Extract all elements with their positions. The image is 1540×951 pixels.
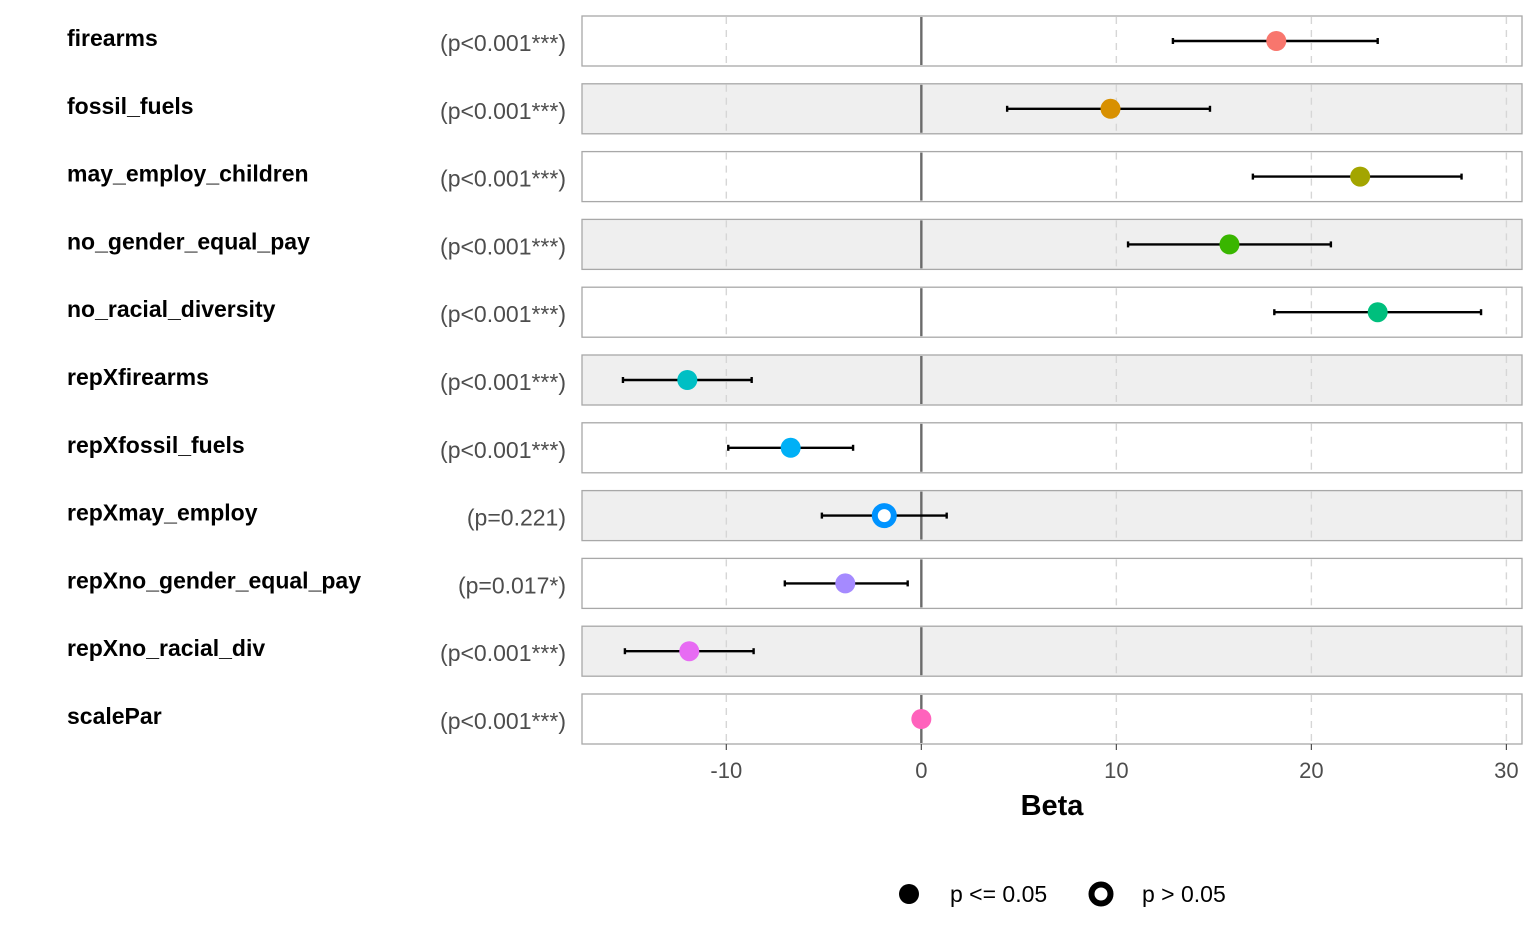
estimate-point [780,437,801,458]
estimate-point [677,370,698,390]
x-tick-label: 0 [915,758,927,783]
estimate-point [1350,166,1371,187]
x-tick-label: -10 [710,758,742,783]
term-label: fossil_fuels [67,93,194,119]
estimate-point [911,709,932,729]
row-panel [581,218,1523,271]
p-value-label: (p<0.001***) [440,640,566,666]
p-value-label: (p=0.017*) [458,572,566,598]
estimate-point [835,573,856,594]
row-panel [581,557,1523,610]
row-panel [581,422,1523,474]
legend: p <= 0.05 p > 0.05 [899,881,1226,907]
term-labels: firearms fossil_fuels may_employ_childrenn… [67,25,361,729]
estimate-point [1367,302,1388,323]
estimate-points [677,31,1388,729]
term-label: may_employ_children [67,161,309,187]
estimate-point-hollow [871,503,897,529]
p-value-label: (p<0.001***) [440,98,566,124]
term-label: firearms [67,25,158,51]
p-value-labels: (p<0.001***) (p<0.001***) (p<0.001***) (p<0… [440,30,566,734]
p-value-label: (p<0.001***) [440,301,566,327]
legend-marker-hollow [1088,881,1114,907]
p-value-label: (p<0.001***) [440,233,566,259]
term-label: scalePar [67,703,162,729]
p-value-label: (p<0.001***) [440,166,566,192]
term-label: no_gender_equal_pay [67,228,310,254]
term-label: repXfirearms [67,364,209,390]
p-value-label: (p<0.001***) [440,437,566,463]
term-label: repXmay_employ [67,500,258,526]
legend-label: p <= 0.05 [950,881,1047,907]
row-panel [581,15,1523,67]
estimate-point [1219,234,1240,255]
p-value-label: (p<0.001***) [440,369,566,395]
term-label: repXno_racial_div [67,635,265,661]
estimate-point [679,641,700,662]
p-value-label: (p=0.221) [467,505,566,531]
x-tick-label: 30 [1494,758,1518,783]
term-label: repXfossil_fuels [67,432,245,458]
gridlines [725,17,1508,743]
row-panel [581,489,1523,542]
row-panel [581,693,1523,745]
legend-marker-filled [899,884,919,904]
legend-label: p > 0.05 [1142,881,1226,907]
term-label: no_racial_diversity [67,296,276,322]
p-value-label: (p<0.001***) [440,30,566,56]
x-tick-label: 20 [1299,758,1323,783]
x-axis: -10 0 10 20 30 [710,744,1519,783]
x-tick-label: 10 [1104,758,1128,783]
p-value-label: (p<0.001***) [440,708,566,734]
x-axis-title: Beta [1021,790,1085,822]
estimate-point [1266,31,1287,51]
term-label: repXno_gender_equal_pay [67,567,361,593]
estimate-point [1100,98,1121,119]
